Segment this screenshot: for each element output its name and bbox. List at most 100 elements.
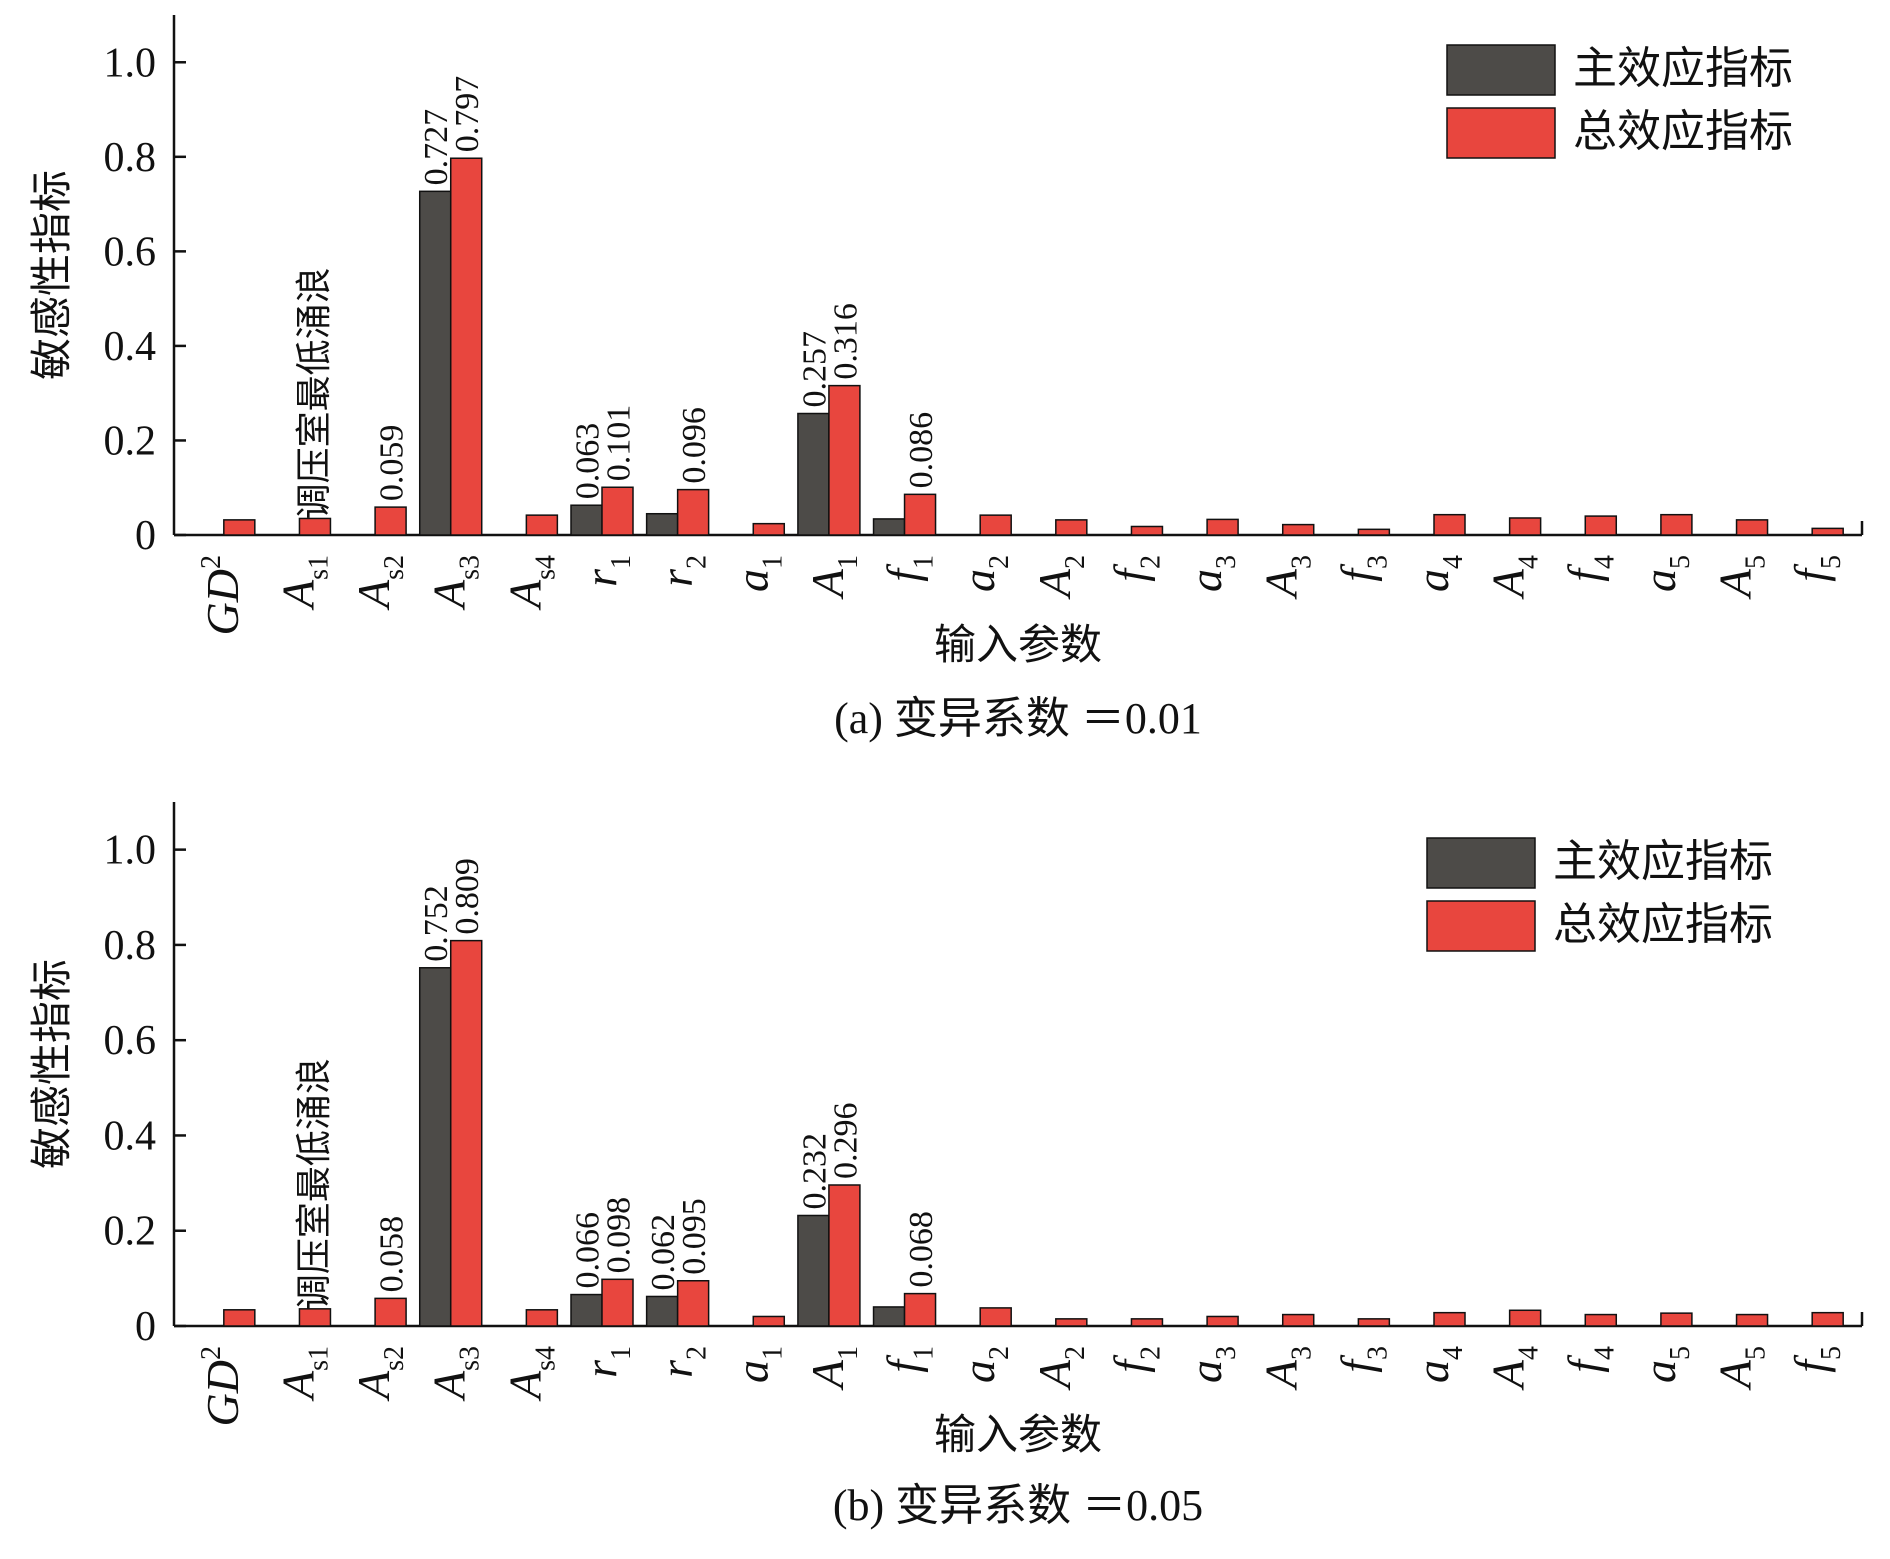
data-label: 0.098: [601, 1197, 638, 1274]
bar-total: [1735, 1313, 1769, 1327]
bar-total: [1055, 519, 1088, 536]
x-tick-sub: s4: [530, 555, 561, 580]
x-tick-sub: s2: [379, 1346, 410, 1371]
bar-total: [601, 1278, 634, 1327]
x-tick-sub: 4: [1438, 555, 1469, 569]
x-tick-label: a5: [1634, 555, 1696, 592]
x-tick-base: r: [651, 1359, 702, 1378]
x-tick-sub: 3: [1211, 1346, 1242, 1360]
x-tick-base: A: [424, 1370, 475, 1402]
x-tick-label: a5: [1634, 1346, 1696, 1383]
data-label: 0.232: [796, 1133, 833, 1210]
bar-total: [1357, 1318, 1391, 1327]
x-tick-label: A1: [802, 555, 864, 600]
x-tick-label: GD2: [196, 555, 248, 635]
x-tick-label: A2: [1029, 1346, 1091, 1391]
bar-main: [570, 504, 603, 536]
y-tick-label: 0.6: [104, 229, 157, 275]
y-tick-label: 0.4: [104, 324, 157, 370]
legend-label-total: 总效应指标: [1553, 899, 1773, 950]
bar-main: [872, 518, 906, 536]
x-tick-label: f1: [878, 1346, 940, 1373]
x-tick-sub: 2: [682, 555, 713, 569]
x-tick-label: f3: [1331, 1346, 1393, 1373]
x-tick-sub: 1: [606, 1346, 637, 1360]
x-tick-base: A: [499, 1370, 550, 1402]
x-tick-label: As4: [499, 555, 561, 611]
data-label: 0.059: [374, 425, 411, 502]
y-axis-label: 敏感性指标: [27, 959, 76, 1169]
x-tick-label: A1: [802, 1346, 864, 1391]
x-tick-label: a1: [726, 1346, 788, 1383]
x-tick-sub: 4: [1589, 555, 1620, 569]
x-tick-base: a: [1180, 1360, 1231, 1383]
bar-total: [1660, 1312, 1693, 1327]
x-tick-label: f3: [1331, 555, 1393, 582]
x-tick-sub: 4: [1438, 1346, 1469, 1360]
x-tick-base: a: [1634, 1360, 1685, 1383]
x-tick-label: As2: [348, 1346, 410, 1402]
x-tick-base: a: [1180, 569, 1231, 592]
x-tick-label: GD2: [196, 1346, 248, 1426]
bar-total: [1281, 523, 1315, 536]
x-tick-base: a: [726, 569, 777, 592]
x-tick-label: f2: [1104, 1346, 1166, 1373]
bar-main: [418, 967, 452, 1327]
y-tick-label: 0.8: [104, 135, 157, 181]
x-tick-sub: 5: [1741, 555, 1772, 569]
y-tick-label: 0.6: [104, 1018, 157, 1064]
bar-main: [418, 190, 452, 536]
bar-total: [828, 1184, 861, 1327]
x-tick-base: GD: [197, 569, 248, 635]
x-tick-base: A: [1483, 568, 1534, 600]
x-tick-label: As1: [272, 1346, 334, 1402]
x-tick-base: A: [1029, 568, 1080, 600]
bar-total: [449, 157, 483, 536]
bar-total: [1206, 518, 1239, 536]
x-tick-label: a4: [1407, 1346, 1469, 1383]
bar-total: [752, 1315, 786, 1327]
data-label: 0.752: [418, 885, 455, 962]
x-tick-base: r: [651, 568, 702, 587]
x-tick-sub: 1: [909, 555, 940, 569]
x-tick-sub: s4: [530, 1346, 561, 1371]
x-tick-base: A: [499, 579, 550, 611]
x-tick-label: f5: [1785, 1346, 1847, 1373]
bar-total: [223, 519, 256, 536]
y-tick-label: 1.0: [104, 40, 157, 86]
x-axis-label: 输入参数: [934, 1410, 1102, 1459]
bar-total: [1660, 513, 1693, 536]
x-tick-label: As3: [424, 555, 486, 611]
x-tick-base: A: [1256, 1359, 1307, 1391]
bar-main: [872, 1306, 906, 1327]
panel-caption: (a) 变异系数 ＝0.01: [834, 694, 1202, 743]
bar-main: [645, 1295, 679, 1327]
annotation-text: 调压室最低涌浪: [294, 1058, 335, 1310]
bar-total: [223, 1309, 256, 1327]
x-tick-base: r: [575, 568, 626, 587]
x-tick-label: a2: [953, 555, 1015, 592]
x-tick-sub: 1: [757, 1346, 788, 1360]
x-tick-base: a: [953, 1360, 1004, 1383]
x-tick-base: r: [575, 1359, 626, 1378]
x-tick-label: As4: [499, 1346, 561, 1402]
x-tick-base: A: [348, 579, 399, 611]
x-tick-sub: s3: [455, 1346, 486, 1371]
x-tick-sup: 2: [196, 1346, 227, 1360]
x-tick-label: a1: [726, 555, 788, 592]
data-label: 0.101: [601, 405, 638, 482]
x-tick-label: f1: [878, 555, 940, 582]
x-tick-base: a: [1634, 569, 1685, 592]
legend-label-total: 总效应指标: [1573, 106, 1793, 157]
x-tick-base: a: [726, 1360, 777, 1383]
y-tick-label: 0: [135, 513, 156, 559]
data-label: 0.316: [827, 303, 864, 380]
x-tick-base: A: [348, 1370, 399, 1402]
x-tick-label: As2: [348, 555, 410, 611]
legend-swatch-main: [1426, 837, 1536, 889]
bar-total: [449, 939, 483, 1327]
x-tick-sub: 2: [682, 1346, 713, 1360]
